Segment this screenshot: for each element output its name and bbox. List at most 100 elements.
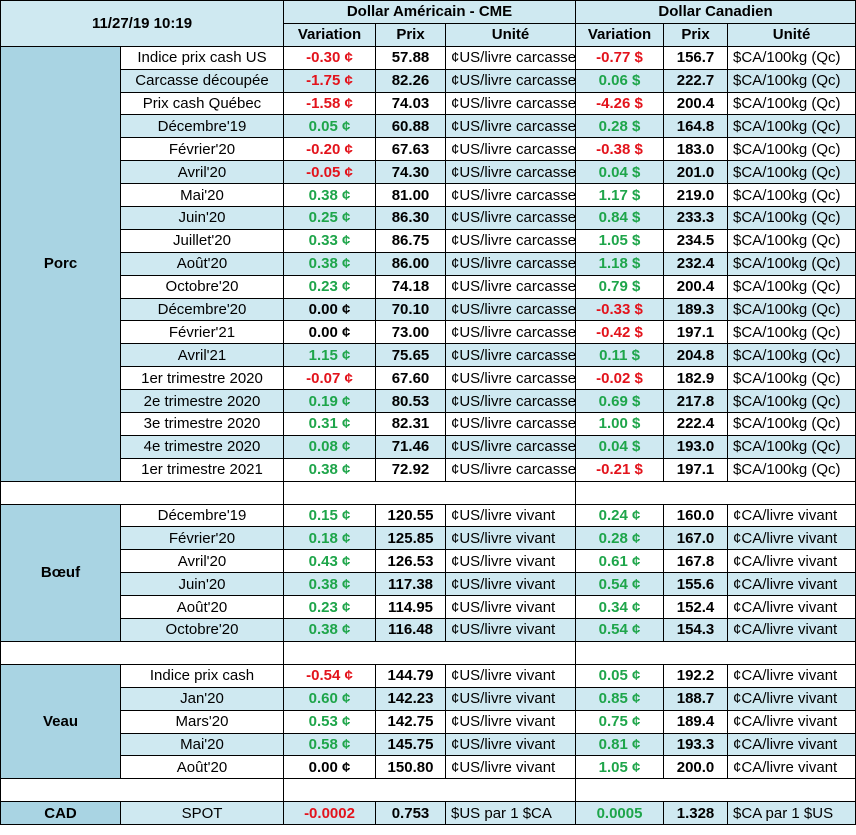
usd-price: 116.48 <box>375 618 446 642</box>
usd-price: 117.38 <box>375 572 446 597</box>
usd-price: 80.53 <box>375 389 446 414</box>
cad-price: 152.4 <box>663 595 729 620</box>
cad-unit: ¢CA/livre vivant <box>727 755 856 780</box>
cad-unit: ¢CA/livre vivant <box>727 709 856 734</box>
table-row: Août'20 0.00 ¢ 150.80 ¢US/livre vivant 1.05 … <box>1 755 856 780</box>
usd-unit: ¢US/livre vivant <box>444 709 577 734</box>
header-row-1: 11/27/19 10:19 Dollar Américain - CME Do… <box>0 0 856 47</box>
row-label: Octobre'20 <box>120 618 284 642</box>
row-label: Carcasse découpée <box>120 68 284 93</box>
row-label: Avril'20 <box>120 160 284 185</box>
table-row: Octobre'20 0.38 ¢ 116.48 ¢US/livre vivant 0.… <box>1 618 856 642</box>
table-row: Juillet'20 0.33 ¢ 86.75 ¢US/livre carcasse 1… <box>1 228 856 253</box>
row-label: Juillet'20 <box>120 228 284 253</box>
usd-price: 74.30 <box>375 160 446 185</box>
cad-variation: 0.28 ¢ <box>575 526 665 551</box>
usd-group-title: Dollar Américain - CME <box>282 0 577 24</box>
usd-variation: 0.43 ¢ <box>283 549 376 574</box>
table-row: Décembre'19 0.05 ¢ 60.88 ¢US/livre carcasse… <box>1 114 856 139</box>
usd-variation: -0.54 ¢ <box>283 663 376 688</box>
cad-variation-header: Variation <box>575 22 665 47</box>
separator-cell <box>0 778 284 803</box>
usd-price-header: Prix <box>375 22 446 47</box>
category-cad: CAD <box>0 801 121 826</box>
usd-variation: -0.20 ¢ <box>283 137 376 162</box>
cad-unit: $CA/100kg (Qc) <box>727 343 856 368</box>
cad-unit: ¢CA/livre vivant <box>727 549 856 574</box>
cad-variation: 1.05 $ <box>575 228 665 253</box>
cad-unit: ¢CA/livre vivant <box>727 526 856 551</box>
usd-unit: ¢US/livre vivant <box>444 755 577 780</box>
usd-variation: 0.60 ¢ <box>283 686 376 711</box>
cad-variation: 0.06 $ <box>575 68 665 93</box>
usd-unit: ¢US/livre vivant <box>444 618 577 642</box>
separator-cell <box>0 640 284 665</box>
row-label: 1er trimestre 2020 <box>120 366 284 391</box>
cad-price-header: Prix <box>663 22 729 47</box>
table-row: Carcasse découpée -1.75 ¢ 82.26 ¢US/livre c… <box>1 68 856 93</box>
row-label: Prix cash Québec <box>120 91 284 116</box>
row-label: Octobre'20 <box>120 274 284 299</box>
usd-variation: -0.30 ¢ <box>283 45 376 70</box>
table-row: Décembre'20 0.00 ¢ 70.10 ¢US/livre carcasse… <box>1 297 856 322</box>
header-row-2: Variation Prix Unité Variation Prix Unit… <box>1 22 856 47</box>
usd-variation: 0.38 ¢ <box>283 572 376 597</box>
cad-price: 154.3 <box>663 618 729 642</box>
cad-variation: -0.42 $ <box>575 320 665 345</box>
cad-variation: 0.11 $ <box>575 343 665 368</box>
row-label: Jan'20 <box>120 686 284 711</box>
cad-price: 164.8 <box>663 114 729 139</box>
row-label: Décembre'20 <box>120 297 284 322</box>
usd-unit: ¢US/livre carcasse <box>444 366 577 391</box>
usd-price: 126.53 <box>375 549 446 574</box>
usd-variation: -0.07 ¢ <box>283 366 376 391</box>
cad-price: 160.0 <box>663 503 729 528</box>
row-label: Février'21 <box>120 320 284 345</box>
usd-unit: ¢US/livre carcasse <box>444 274 577 299</box>
row-label: Mai'20 <box>120 183 284 208</box>
usd-price: 0.753 <box>375 801 446 826</box>
usd-price: 67.60 <box>375 366 446 391</box>
usd-variation: 0.05 ¢ <box>283 114 376 139</box>
cad-price: 183.0 <box>663 137 729 162</box>
row-label: Décembre'19 <box>120 503 284 528</box>
cad-unit: $CA par 1 $US <box>727 801 856 826</box>
cad-variation: 0.04 $ <box>575 160 665 185</box>
cad-unit: ¢CA/livre vivant <box>727 686 856 711</box>
usd-unit: ¢US/livre carcasse <box>444 114 577 139</box>
usd-unit: ¢US/livre vivant <box>444 663 577 688</box>
datetime-stamp: 11/27/19 10:19 <box>0 0 284 47</box>
usd-variation: 0.08 ¢ <box>283 434 376 459</box>
usd-price: 144.79 <box>375 663 446 688</box>
table-row: Août'20 0.23 ¢ 114.95 ¢US/livre vivant 0.34 … <box>1 595 856 620</box>
usd-price: 72.92 <box>375 457 446 482</box>
cad-unit: $CA/100kg (Qc) <box>727 274 856 299</box>
usd-variation-header: Variation <box>283 22 376 47</box>
cad-price: 193.0 <box>663 434 729 459</box>
table-row: Juin'20 0.25 ¢ 86.30 ¢US/livre carcasse 0.84… <box>1 206 856 230</box>
usd-unit: ¢US/livre carcasse <box>444 160 577 185</box>
usd-unit: ¢US/livre carcasse <box>444 91 577 116</box>
cad-variation: 1.00 $ <box>575 412 665 436</box>
cad-unit: ¢CA/livre vivant <box>727 572 856 597</box>
usd-unit: ¢US/livre carcasse <box>444 434 577 459</box>
cad-price: 197.1 <box>663 320 729 345</box>
table-row: 1er trimestre 2021 0.38 ¢ 72.92 ¢US/livre c… <box>1 457 856 482</box>
cad-variation: 0.28 $ <box>575 114 665 139</box>
cad-unit: $CA/100kg (Qc) <box>727 412 856 436</box>
cad-price: 189.4 <box>663 709 729 734</box>
table-row: 1er trimestre 2020 -0.07 ¢ 67.60 ¢US/livre … <box>1 366 856 391</box>
usd-variation: 0.23 ¢ <box>283 595 376 620</box>
row-label: SPOT <box>120 801 284 826</box>
cad-price: 1.328 <box>663 801 729 826</box>
cad-price: 204.8 <box>663 343 729 368</box>
usd-price: 67.63 <box>375 137 446 162</box>
usd-unit-header: Unité <box>444 22 577 47</box>
row-label: Février'20 <box>120 137 284 162</box>
table-row: Mai'20 0.38 ¢ 81.00 ¢US/livre carcasse 1.17 … <box>1 183 856 208</box>
category-boeuf: Bœuf <box>0 503 121 642</box>
cad-unit-header: Unité <box>727 22 856 47</box>
usd-price: 70.10 <box>375 297 446 322</box>
usd-price: 142.75 <box>375 709 446 734</box>
table-row: Octobre'20 0.23 ¢ 74.18 ¢US/livre carcasse 0… <box>1 274 856 299</box>
